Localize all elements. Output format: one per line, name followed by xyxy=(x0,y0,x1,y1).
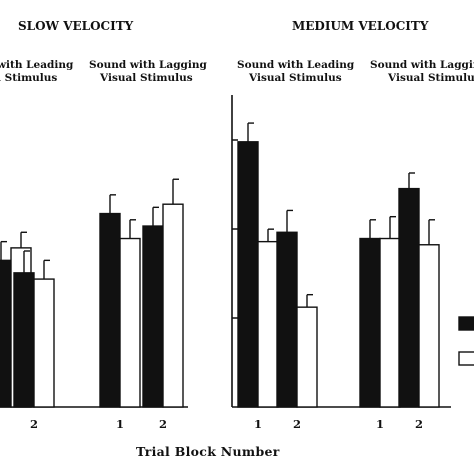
bar-p0-g0-b0-s0 xyxy=(0,259,12,408)
group-label-slow-lagging-2: Visual Stimulus xyxy=(99,72,193,84)
tick-label-p1-g0-b1: 2 xyxy=(293,417,301,431)
bar-p0-g0-b1-s0 xyxy=(13,272,35,408)
bar-p1-g1-b1-s1 xyxy=(418,244,440,408)
bar-p1-g1-b0-s1 xyxy=(379,237,401,408)
bar-p0-g0-b1-s1 xyxy=(33,278,55,408)
medium-y-axis xyxy=(231,95,238,407)
group-label-medium-lagging-2: Visual Stimulus xyxy=(387,72,474,84)
bar-p1-g1-b0-s0 xyxy=(359,237,381,408)
tick-label-p1-g0-b0: 1 xyxy=(254,417,262,431)
bar-p1-g0-b0-s0 xyxy=(237,141,259,408)
bar-p0-g1-b0-s0 xyxy=(99,212,121,408)
panel-title-slow: SLOW VELOCITY xyxy=(18,19,134,33)
group-label-medium-leading-1: Sound with Leading xyxy=(237,59,355,71)
tick-label-p0-g0-b1: 2 xyxy=(30,417,38,431)
group-label-slow-leading-1: with Leading xyxy=(0,59,74,71)
legend-swatch-filled xyxy=(458,316,474,331)
tick-label-p1-g1-b0: 1 xyxy=(376,417,384,431)
tick-label-p1-g1-b1: 2 xyxy=(415,417,423,431)
bar-p0-g1-b0-s1 xyxy=(119,237,141,408)
bar-p1-g0-b1-s1 xyxy=(296,306,318,408)
x-axis-label: Trial Block Number xyxy=(136,444,280,459)
bar-p1-g0-b1-s0 xyxy=(276,231,298,408)
panel-title-medium: MEDIUM VELOCITY xyxy=(292,19,429,33)
tick-label-p0-g1-b1: 2 xyxy=(159,417,167,431)
bar-p0-g1-b1-s0 xyxy=(142,225,164,408)
tick-label-p0-g1-b0: 1 xyxy=(116,417,124,431)
group-label-medium-leading-2: Visual Stimulus xyxy=(248,72,342,84)
chart-marks: 2 1 2 1 2 1 2 xyxy=(0,122,440,431)
group-label-slow-lagging-1: Sound with Lagging xyxy=(89,59,208,71)
bar-p1-g0-b0-s1 xyxy=(257,240,279,408)
legend-swatch-open xyxy=(458,351,474,366)
bar-p1-g1-b1-s0 xyxy=(398,187,420,408)
group-label-slow-leading-2: l Stimulus xyxy=(0,72,57,84)
group-label-medium-lagging-1: Sound with Lagging xyxy=(370,59,474,71)
bar-p0-g1-b1-s1 xyxy=(162,203,184,408)
